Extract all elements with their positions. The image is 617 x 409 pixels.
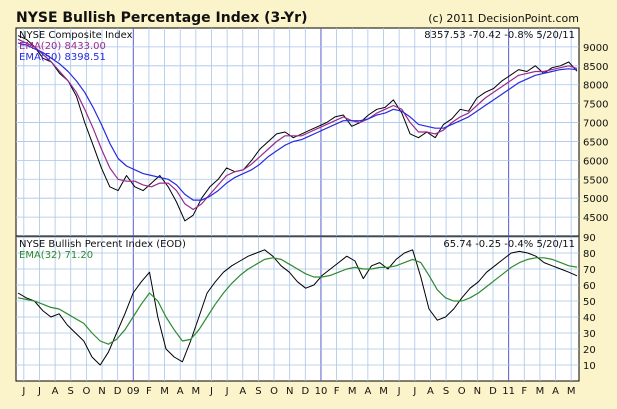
x-tick-label: S [255,386,261,397]
x-tick-label: A [364,386,371,397]
y-tick-label: 10 [583,361,596,372]
x-tick-label: J [37,386,41,397]
y-tick-label: 8000 [583,81,608,92]
panel-1: 4500 5000 5500 6000 6500 7000 7500 8000 8500 9000… [15,27,608,237]
x-tick-label: A [239,386,246,397]
x-tick-label: N [474,386,481,397]
x-tick-label: O [270,386,278,397]
x-tick-label: 09 [127,386,140,397]
copyright-text: (c) 2011 DecisionPoint.com [428,12,579,25]
ema50-line [17,42,578,201]
y-tick-label: 70 [583,265,596,276]
panel-name: NYSE Bullish Percent Index (EOD) [19,239,186,250]
y-tick-label: 8500 [583,62,608,73]
ema-label: EMA(20) 8433.00 [19,41,106,52]
x-tick-label: J [412,386,416,397]
x-tick-label: S [68,386,74,397]
x-tick-label: J [225,386,229,397]
y-tick-label: 30 [583,329,596,340]
x-tick-label: M [192,386,201,397]
x-tick-label: A [52,386,59,397]
y-tick-label: 6000 [583,156,608,167]
chart-title: NYSE Bullish Percentage Index (3-Yr) [16,10,307,26]
value-readout: 8357.53 -70.42 -0.8% 5/20/11 [424,30,575,41]
x-tick-label: N [286,386,293,397]
y-tick-label: 7000 [583,119,608,130]
x-tick-label: D [489,386,497,397]
y-tick-label: 20 [583,345,596,356]
y-tick-label: 90 [583,233,596,244]
panel-name: NYSE Composite Index [19,30,133,41]
x-tick-label: J [397,386,401,397]
ema32-line [17,257,578,345]
chart-panels: 4500 5000 5500 6000 6500 7000 7500 8000 8500 9000… [15,27,608,382]
y-tick-label: 40 [583,313,596,324]
y-tick-label: 6500 [583,137,608,148]
x-tick-label: M [348,386,357,397]
x-tick-label: O [458,386,466,397]
y-tick-label: 80 [583,249,596,260]
x-tick-label: M [160,386,169,397]
x-tick-label: M [536,386,545,397]
panel-2: 10 20 30 40 50 60 70 80 90 NYSE Bullish Percent I… [15,233,596,382]
y-tick-label: 7500 [583,100,608,111]
plot-area [15,236,580,382]
x-tick-label: S [443,386,449,397]
x-tick-label: F [521,386,527,397]
x-tick-label: F [334,386,340,397]
y-tick-label: 5000 [583,194,608,205]
plot-area [15,27,580,237]
x-axis: J J A S O N D 09 F M A M J J A S O N D 10 F M A M J J A S O N D 11 F M A M [21,386,575,397]
x-tick-label: M [567,386,576,397]
y-tick-label: 50 [583,297,596,308]
y-tick-label: 5500 [583,175,608,186]
x-tick-label: 10 [315,386,328,397]
x-tick-label: A [427,386,434,397]
x-tick-label: A [552,386,559,397]
x-tick-label: D [301,386,309,397]
ema20-line [17,38,578,211]
x-tick-label: J [21,386,25,397]
y-tick-label: 4500 [583,213,608,224]
x-tick-label: J [209,386,213,397]
value-readout: 65.74 -0.25 -0.4% 5/20/11 [443,239,575,250]
x-tick-label: A [177,386,184,397]
x-tick-label: D [114,386,122,397]
ema-label: EMA(50) 8398.51 [19,52,106,63]
x-tick-label: M [379,386,388,397]
y-tick-label: 60 [583,281,596,292]
bpi-line [17,249,578,366]
x-tick-label: 11 [502,386,515,397]
x-tick-label: N [98,386,105,397]
x-tick-label: O [82,386,90,397]
x-tick-label: F [146,386,152,397]
y-tick-label: 9000 [583,43,608,54]
ema-label: EMA(32) 71.20 [19,250,93,261]
